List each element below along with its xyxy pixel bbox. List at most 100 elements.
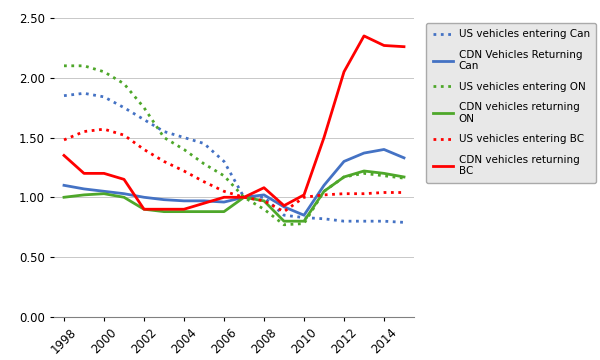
US vehicles entering ON bbox=[260, 207, 268, 211]
CDN vehicles returning
BC bbox=[320, 135, 328, 140]
US vehicles entering ON bbox=[61, 64, 68, 68]
CDN Vehicles Returning
Can bbox=[100, 189, 107, 193]
Line: US vehicles entering Can: US vehicles entering Can bbox=[64, 93, 404, 222]
CDN vehicles returning
BC bbox=[121, 177, 128, 181]
CDN Vehicles Returning
Can bbox=[380, 147, 388, 152]
US vehicles entering Can bbox=[400, 220, 407, 225]
US vehicles entering ON bbox=[241, 195, 248, 199]
CDN vehicles returning
ON bbox=[361, 169, 368, 173]
CDN Vehicles Returning
Can bbox=[260, 193, 268, 197]
US vehicles entering Can bbox=[160, 129, 167, 134]
US vehicles entering Can bbox=[301, 215, 308, 220]
CDN vehicles returning
ON bbox=[260, 199, 268, 203]
US vehicles entering ON bbox=[121, 82, 128, 86]
US vehicles entering ON bbox=[181, 147, 188, 152]
CDN Vehicles Returning
Can bbox=[340, 159, 347, 163]
US vehicles entering Can bbox=[80, 91, 88, 95]
US vehicles entering Can bbox=[320, 217, 328, 221]
US vehicles entering Can bbox=[140, 117, 148, 122]
US vehicles entering ON bbox=[400, 176, 407, 180]
CDN vehicles returning
BC bbox=[100, 171, 107, 176]
CDN Vehicles Returning
Can bbox=[280, 205, 287, 209]
US vehicles entering Can bbox=[100, 95, 107, 99]
CDN vehicles returning
BC bbox=[280, 203, 287, 208]
US vehicles entering BC bbox=[121, 133, 128, 137]
CDN vehicles returning
BC bbox=[361, 34, 368, 38]
US vehicles entering Can bbox=[121, 105, 128, 110]
US vehicles entering ON bbox=[220, 174, 227, 178]
Line: CDN vehicles returning
ON: CDN vehicles returning ON bbox=[64, 171, 404, 221]
US vehicles entering BC bbox=[140, 147, 148, 152]
CDN Vehicles Returning
Can bbox=[400, 156, 407, 160]
US vehicles entering BC bbox=[400, 190, 407, 195]
US vehicles entering Can bbox=[241, 195, 248, 199]
CDN Vehicles Returning
Can bbox=[61, 183, 68, 188]
US vehicles entering ON bbox=[160, 135, 167, 140]
US vehicles entering ON bbox=[280, 222, 287, 227]
Legend: US vehicles entering Can, CDN Vehicles Returning
Can, US vehicles entering ON, C: US vehicles entering Can, CDN Vehicles R… bbox=[427, 23, 596, 183]
US vehicles entering Can bbox=[61, 94, 68, 98]
US vehicles entering Can bbox=[380, 219, 388, 223]
CDN vehicles returning
ON bbox=[160, 210, 167, 214]
US vehicles entering Can bbox=[260, 195, 268, 199]
CDN vehicles returning
ON bbox=[280, 219, 287, 223]
CDN vehicles returning
ON bbox=[200, 210, 208, 214]
CDN Vehicles Returning
Can bbox=[80, 187, 88, 191]
CDN vehicles returning
ON bbox=[241, 195, 248, 199]
CDN vehicles returning
BC bbox=[181, 207, 188, 211]
CDN vehicles returning
ON bbox=[140, 207, 148, 211]
CDN vehicles returning
ON bbox=[301, 219, 308, 223]
CDN vehicles returning
ON bbox=[181, 210, 188, 214]
CDN vehicles returning
BC bbox=[220, 195, 227, 199]
CDN Vehicles Returning
Can bbox=[160, 198, 167, 202]
US vehicles entering BC bbox=[301, 195, 308, 199]
US vehicles entering Can bbox=[200, 141, 208, 146]
US vehicles entering BC bbox=[280, 210, 287, 214]
CDN vehicles returning
ON bbox=[320, 189, 328, 193]
Line: CDN Vehicles Returning
Can: CDN Vehicles Returning Can bbox=[64, 149, 404, 215]
US vehicles entering ON bbox=[80, 64, 88, 68]
CDN Vehicles Returning
Can bbox=[301, 213, 308, 217]
US vehicles entering BC bbox=[241, 195, 248, 199]
CDN vehicles returning
ON bbox=[220, 210, 227, 214]
US vehicles entering ON bbox=[100, 69, 107, 74]
CDN vehicles returning
BC bbox=[160, 207, 167, 211]
CDN Vehicles Returning
Can bbox=[121, 192, 128, 196]
US vehicles entering BC bbox=[61, 138, 68, 142]
US vehicles entering BC bbox=[160, 159, 167, 163]
US vehicles entering BC bbox=[320, 193, 328, 197]
US vehicles entering BC bbox=[380, 190, 388, 195]
US vehicles entering BC bbox=[181, 169, 188, 173]
CDN Vehicles Returning
Can bbox=[200, 199, 208, 203]
US vehicles entering BC bbox=[200, 180, 208, 184]
US vehicles entering ON bbox=[380, 174, 388, 178]
CDN vehicles returning
BC bbox=[241, 195, 248, 199]
CDN Vehicles Returning
Can bbox=[181, 199, 188, 203]
US vehicles entering Can bbox=[340, 219, 347, 223]
US vehicles entering BC bbox=[361, 192, 368, 196]
CDN vehicles returning
BC bbox=[400, 45, 407, 49]
CDN vehicles returning
ON bbox=[380, 171, 388, 176]
CDN vehicles returning
ON bbox=[121, 195, 128, 199]
CDN vehicles returning
ON bbox=[80, 193, 88, 197]
CDN vehicles returning
ON bbox=[400, 175, 407, 179]
CDN vehicles returning
ON bbox=[340, 175, 347, 179]
CDN vehicles returning
BC bbox=[80, 171, 88, 176]
Line: CDN vehicles returning
BC: CDN vehicles returning BC bbox=[64, 36, 404, 209]
CDN vehicles returning
BC bbox=[200, 201, 208, 206]
US vehicles entering Can bbox=[181, 135, 188, 140]
US vehicles entering ON bbox=[200, 162, 208, 166]
CDN Vehicles Returning
Can bbox=[361, 151, 368, 155]
CDN vehicles returning
BC bbox=[301, 193, 308, 197]
US vehicles entering BC bbox=[220, 189, 227, 193]
CDN vehicles returning
ON bbox=[61, 195, 68, 199]
CDN vehicles returning
BC bbox=[380, 43, 388, 48]
US vehicles entering ON bbox=[361, 171, 368, 176]
US vehicles entering Can bbox=[220, 159, 227, 163]
CDN vehicles returning
BC bbox=[140, 207, 148, 211]
US vehicles entering Can bbox=[361, 219, 368, 223]
CDN Vehicles Returning
Can bbox=[220, 200, 227, 204]
CDN Vehicles Returning
Can bbox=[140, 195, 148, 199]
US vehicles entering BC bbox=[340, 192, 347, 196]
US vehicles entering ON bbox=[301, 221, 308, 226]
